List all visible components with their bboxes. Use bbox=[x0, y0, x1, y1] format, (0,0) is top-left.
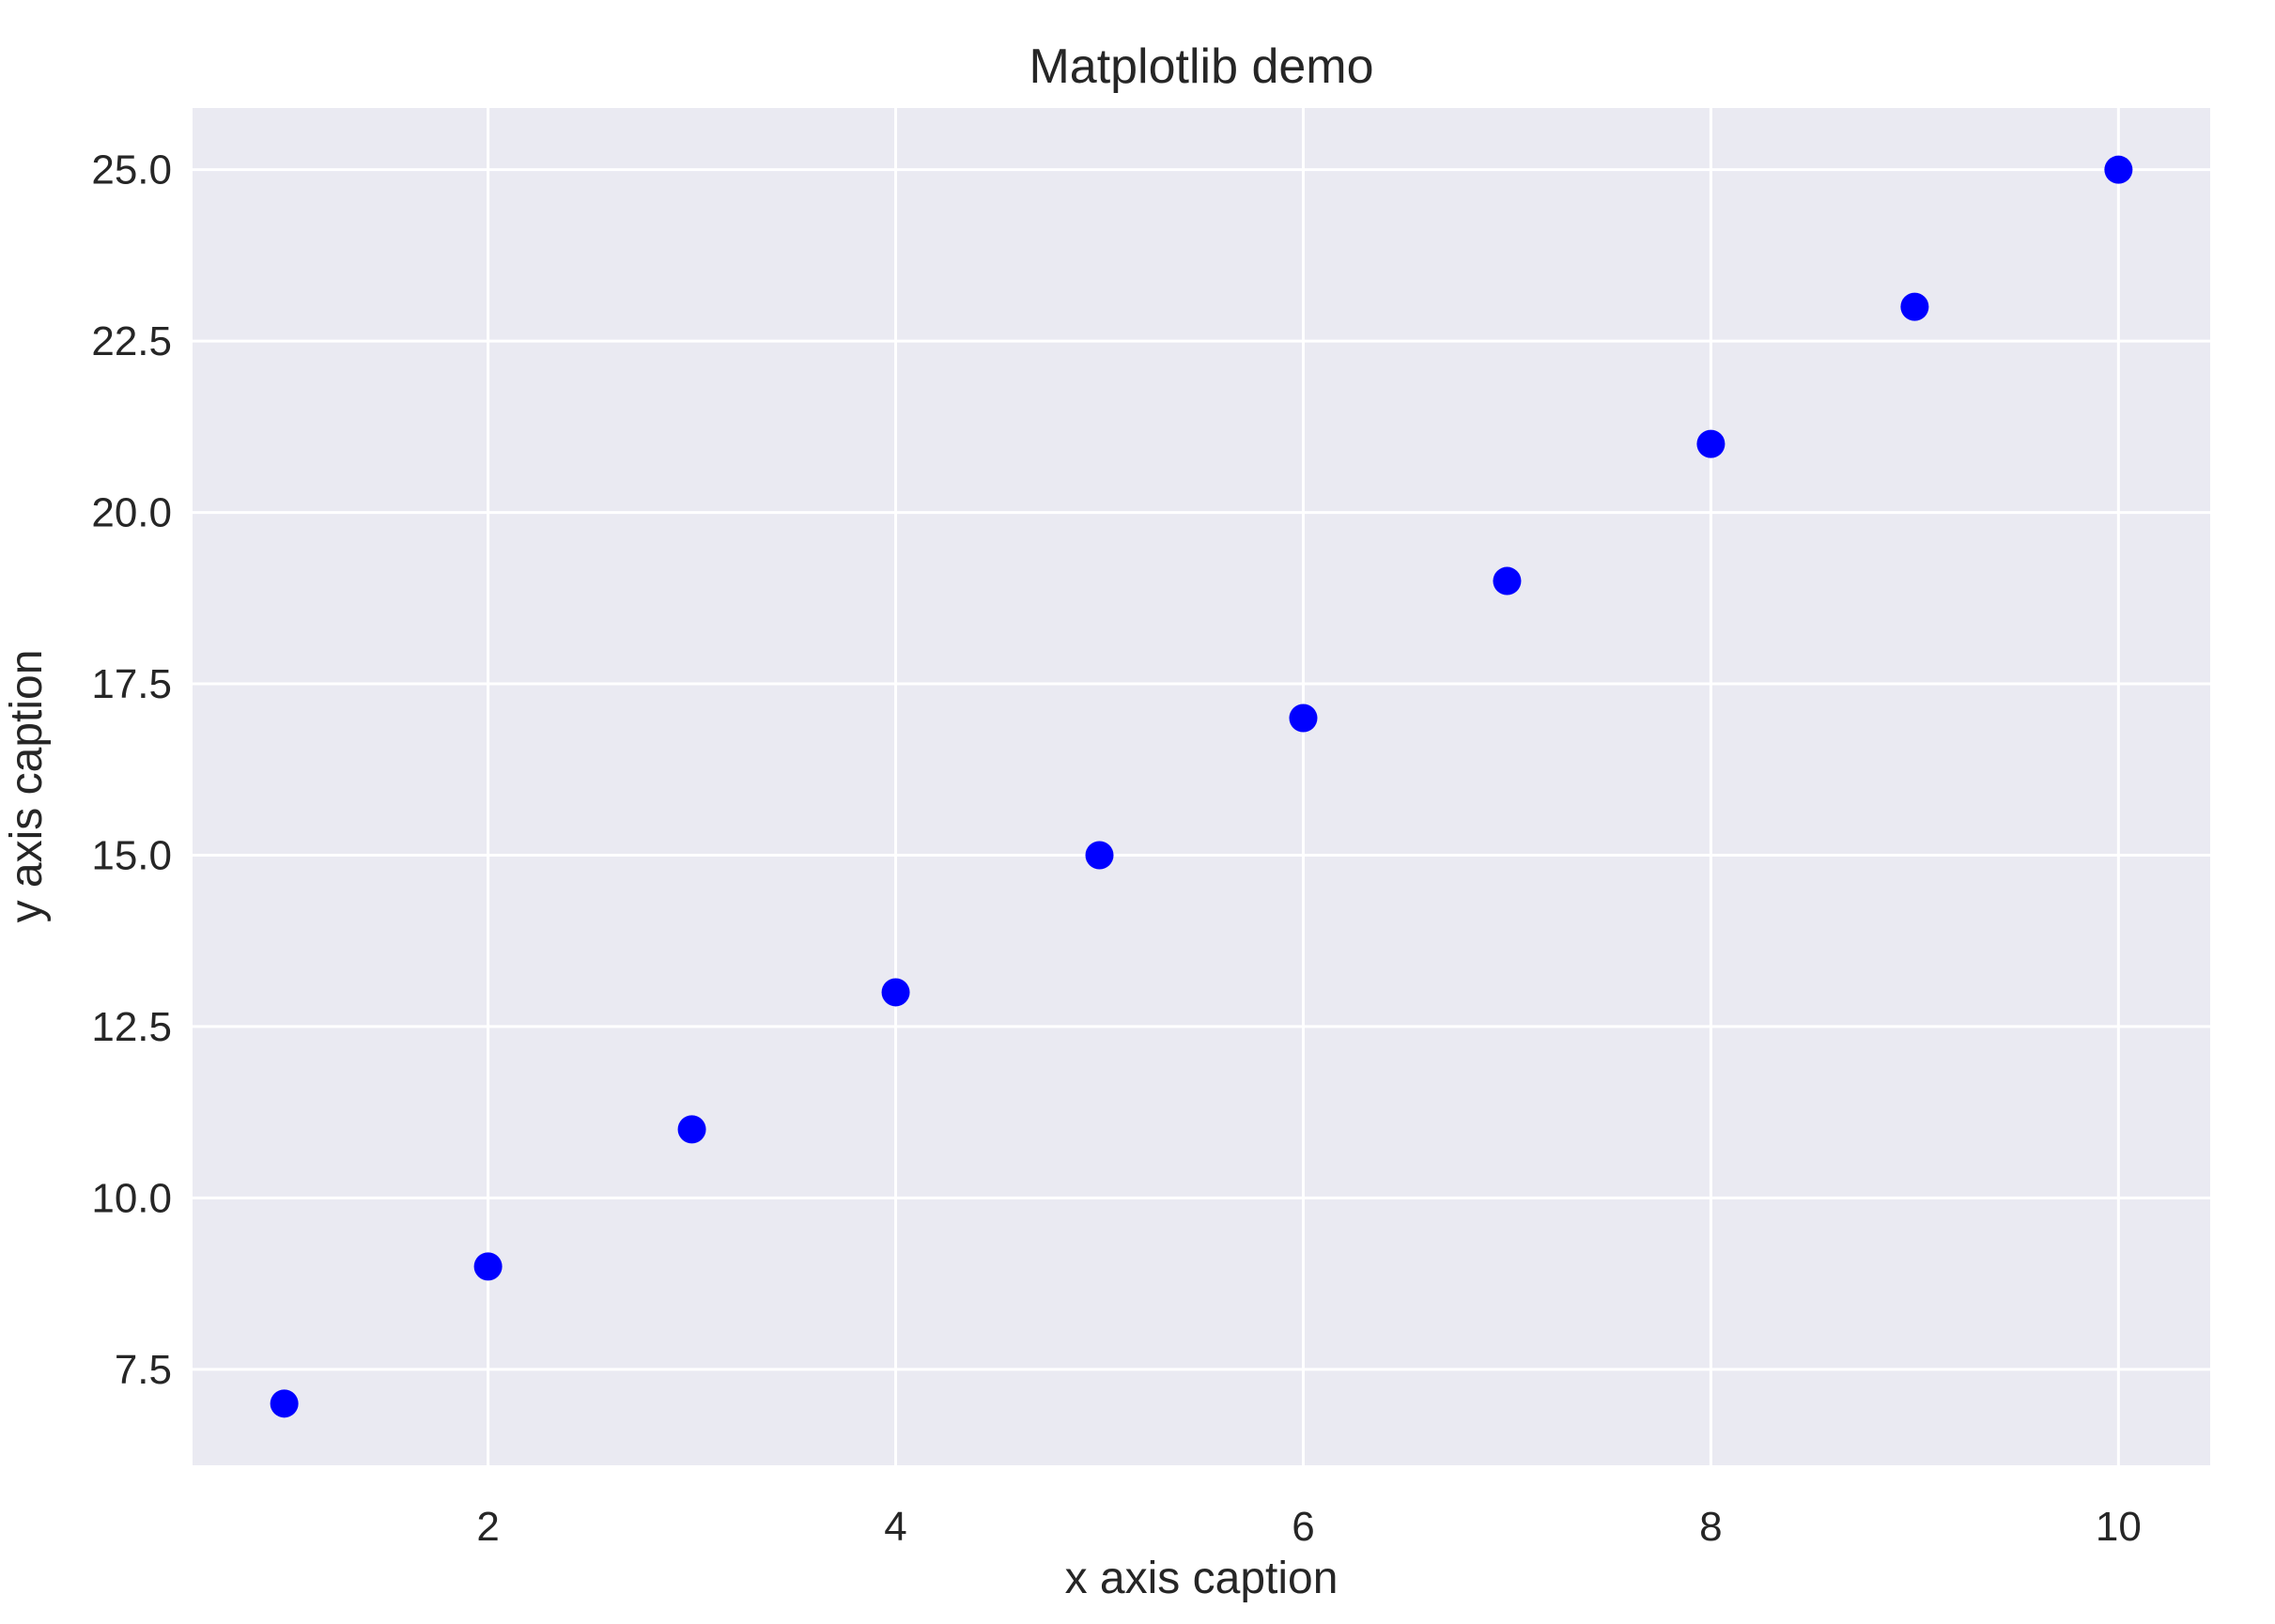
x-tick-label: 8 bbox=[1699, 1504, 1722, 1550]
y-tick-label: 22.5 bbox=[91, 318, 172, 364]
data-point bbox=[677, 1115, 706, 1144]
y-tick-label: 12.5 bbox=[91, 1004, 172, 1050]
x-tick-label: 6 bbox=[1292, 1504, 1314, 1550]
data-point bbox=[1696, 429, 1726, 458]
y-tick-label: 25.0 bbox=[91, 147, 172, 193]
x-tick-label: 2 bbox=[476, 1504, 499, 1550]
data-points bbox=[270, 155, 2133, 1418]
data-point bbox=[473, 1252, 503, 1281]
data-point bbox=[2104, 155, 2133, 184]
x-tick-label: 10 bbox=[2096, 1504, 2142, 1550]
plot-area bbox=[193, 108, 2210, 1465]
y-tick-label: 10.0 bbox=[91, 1175, 172, 1221]
x-tick-label: 4 bbox=[884, 1504, 906, 1550]
y-tick-label: 7.5 bbox=[115, 1347, 172, 1393]
chart-title: Matplotlib demo bbox=[1029, 39, 1373, 94]
data-point bbox=[1900, 292, 1929, 321]
data-point bbox=[1289, 704, 1318, 733]
y-tick-label: 17.5 bbox=[91, 661, 172, 707]
data-point bbox=[881, 978, 910, 1007]
y-axis-label: y axis caption bbox=[2, 650, 52, 923]
x-tick-labels: 2 4 6 8 10 bbox=[476, 1504, 2141, 1550]
grid-lines bbox=[193, 108, 2210, 1465]
data-point bbox=[1493, 566, 1522, 595]
y-tick-label: 20.0 bbox=[91, 490, 172, 536]
y-tick-labels: 7.5 10.0 12.5 15.0 17.5 20.0 22.5 25.0 bbox=[91, 147, 172, 1393]
data-point bbox=[270, 1389, 299, 1418]
y-tick-label: 15.0 bbox=[91, 832, 172, 878]
x-axis-label: x axis caption bbox=[1065, 1554, 1339, 1603]
data-point bbox=[1085, 841, 1114, 870]
